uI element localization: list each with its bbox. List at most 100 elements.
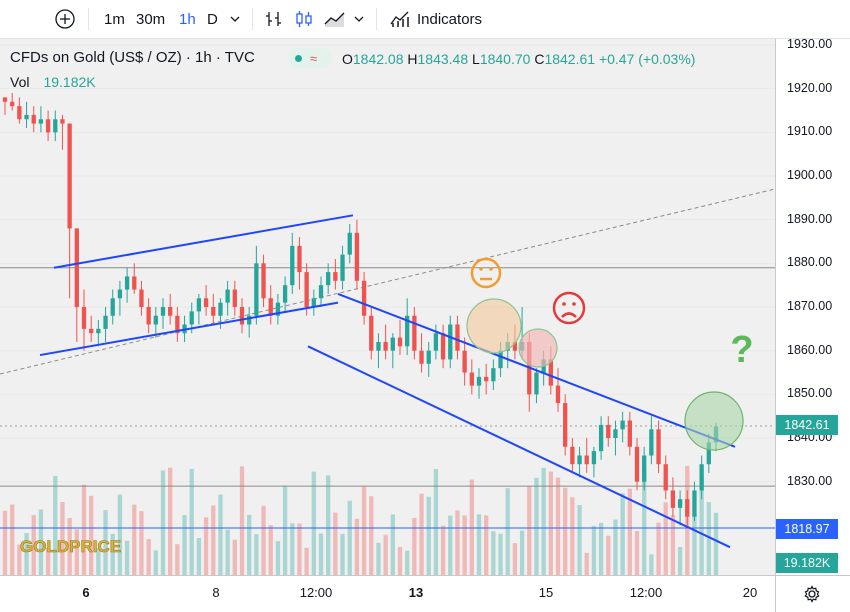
high-label: H — [407, 51, 418, 67]
volume-bar — [584, 552, 589, 575]
volume-bar — [268, 525, 273, 575]
volume-bar — [577, 505, 582, 575]
open-label: O — [342, 51, 353, 67]
volume-bar — [139, 511, 144, 575]
volume-bar — [211, 505, 216, 575]
volume-bar — [527, 486, 532, 575]
indicators-button[interactable]: Indicators — [389, 0, 482, 38]
candle-body — [534, 372, 539, 395]
candle-body — [38, 119, 44, 124]
candle-body — [17, 106, 22, 120]
market-wave-icon: ≈ — [310, 50, 318, 66]
interval-1h[interactable]: 1h — [179, 0, 196, 38]
candle-body — [405, 315, 410, 347]
volume-bar — [247, 514, 252, 575]
candle-body — [203, 298, 209, 308]
chart-type-candles-button[interactable] — [294, 0, 314, 38]
volume-bar — [620, 493, 625, 575]
interval-d[interactable]: D — [207, 0, 218, 38]
price-chart[interactable]: ? GOLDPRICE — [0, 39, 775, 575]
volume-bar — [31, 515, 36, 575]
candle-body — [440, 333, 446, 360]
chart-pane[interactable]: ? GOLDPRICE — [0, 39, 775, 575]
volume-bar — [498, 533, 503, 575]
last-price-tag: 1842.61 — [776, 415, 838, 435]
interval-1m[interactable]: 1m — [104, 0, 125, 38]
volume-bar — [369, 496, 374, 575]
chevron-down-icon — [354, 16, 364, 22]
area-chart-icon — [324, 12, 345, 27]
symbol-title[interactable]: CFDs on Gold (US$ / OZ) · 1h · TVC — [10, 49, 255, 66]
volume-legend[interactable]: Vol 19.182K — [10, 74, 96, 90]
candle-body — [81, 307, 87, 329]
trend-channels — [39, 214, 736, 549]
chart-settings-corner[interactable] — [775, 575, 850, 612]
time-tick-label: 20 — [742, 585, 758, 600]
candle-body — [290, 245, 295, 286]
candle-body — [218, 302, 223, 316]
volume-bar — [649, 554, 654, 575]
market-open-dot-icon — [295, 54, 302, 62]
candles-icon — [296, 11, 312, 27]
price-tick-label: 1830.00 — [787, 473, 833, 488]
chart-type-area-button[interactable] — [323, 0, 347, 38]
interval-30m[interactable]: 30m — [136, 0, 165, 38]
candle-body — [642, 455, 647, 482]
volume-bar — [627, 488, 632, 575]
candle-body — [498, 350, 503, 369]
candle-body — [462, 350, 467, 373]
candle-body — [606, 424, 611, 439]
time-axis[interactable] — [0, 575, 775, 612]
volume-bar — [692, 513, 697, 575]
candle-body — [282, 285, 288, 303]
volume-tag: 19.182K — [776, 553, 838, 573]
interval-dropdown[interactable] — [229, 0, 241, 38]
volume-bar — [225, 529, 230, 575]
market-status-badge[interactable]: ≈ — [288, 48, 332, 68]
candle-body — [254, 263, 259, 316]
volume-bar — [132, 504, 137, 575]
channel-line — [53, 214, 354, 269]
volume-bar — [598, 522, 604, 575]
interval-30m-label: 30m — [136, 10, 166, 28]
volume-bar — [311, 471, 316, 575]
volume-bar — [663, 502, 668, 575]
candle-body — [383, 341, 388, 351]
interval-1m-label: 1m — [104, 10, 125, 28]
candle-body — [239, 307, 245, 325]
add-symbol-button[interactable] — [54, 0, 76, 38]
volume-bar — [484, 515, 489, 575]
compare-button[interactable] — [264, 0, 284, 38]
question-mark-icon: ? — [730, 329, 753, 371]
volume-bar — [67, 518, 72, 575]
chart-type-dropdown[interactable] — [353, 0, 365, 38]
volume-bar — [405, 550, 410, 575]
candle-body — [548, 359, 553, 386]
toolbar-divider — [376, 8, 377, 30]
candle-body — [67, 123, 72, 229]
chevron-down-icon — [230, 16, 240, 22]
gear-icon[interactable] — [803, 585, 821, 603]
volume-bar — [254, 534, 259, 575]
candle-body — [591, 451, 597, 465]
volume-bar — [103, 510, 108, 575]
candle-body — [225, 289, 230, 303]
volume-bar — [656, 522, 661, 575]
price-axis[interactable]: 1830.00 1840.00 1850.00 1860.00 1870.00 1880.… — [775, 37, 850, 575]
volume-bar — [45, 547, 51, 575]
volume-bar — [642, 468, 647, 575]
volume-bar — [534, 477, 539, 575]
candle-body — [692, 490, 697, 517]
candle-body — [340, 254, 345, 281]
indicators-label: Indicators — [417, 10, 483, 28]
change-value: +0.47 (+0.03%) — [598, 51, 696, 67]
channel-line — [337, 292, 736, 448]
candle-body — [124, 276, 130, 290]
candle-body — [53, 119, 58, 133]
volume-bar — [110, 533, 115, 575]
candle-body — [304, 272, 309, 308]
candle-body — [24, 114, 29, 120]
add-icon — [55, 9, 75, 29]
price-tick-label: 1870.00 — [787, 299, 833, 314]
volume-bar — [146, 539, 151, 575]
